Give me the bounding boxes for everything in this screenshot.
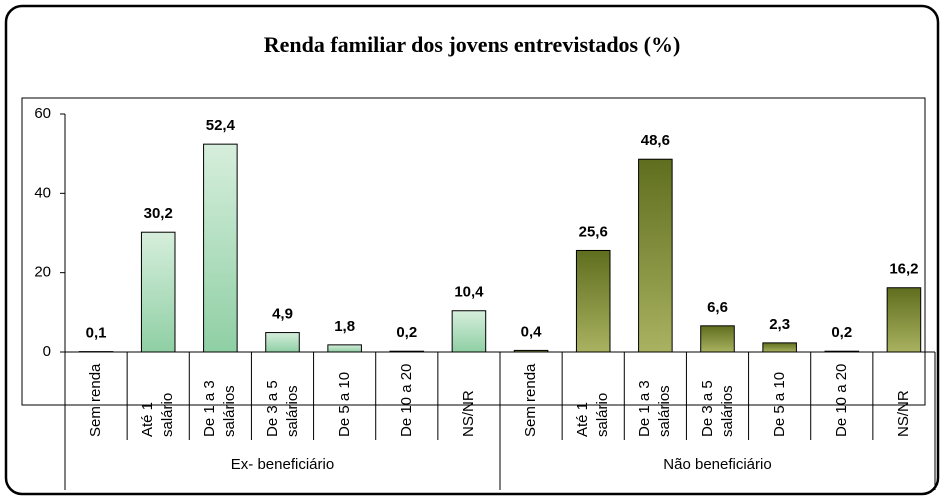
frame <box>4 4 940 496</box>
data-label: 25,6 <box>579 223 608 240</box>
bar <box>327 344 362 353</box>
bar <box>762 342 797 353</box>
x-tick-label: Sem renda <box>522 363 540 437</box>
bar <box>886 287 922 353</box>
x-tick-label: De 3 a 5 salários <box>698 380 736 437</box>
data-label: 52,4 <box>206 117 236 134</box>
chart-title: Renda familiar dos jovens entrevistados … <box>264 32 681 57</box>
x-tick-label: NS/NR <box>459 390 477 437</box>
data-label: 6,6 <box>707 299 728 316</box>
x-tick-label: NS/NR <box>894 390 912 437</box>
data-label: 2,3 <box>769 316 790 333</box>
data-label: 1,8 <box>334 318 355 335</box>
y-tick-label: 0 <box>43 343 51 360</box>
data-label: 0,4 <box>521 323 543 340</box>
data-label: 16,2 <box>889 261 918 278</box>
x-tick-label: Sem renda <box>87 363 105 437</box>
bar <box>575 249 611 353</box>
y-tick-label: 60 <box>34 105 51 122</box>
group-label: Não beneficiário <box>663 456 771 473</box>
y-tick-label: 40 <box>34 184 51 201</box>
x-tick-label: Até 1 salário <box>139 392 177 437</box>
bar <box>451 310 487 353</box>
y-tick-label: 20 <box>34 264 51 281</box>
x-tick-label: De 10 a 20 <box>397 363 415 437</box>
bar <box>389 350 425 353</box>
x-tick-label: De 10 a 20 <box>832 363 850 437</box>
data-label: 48,6 <box>641 132 670 149</box>
x-tick-label: De 1 a 3 salários <box>636 380 674 437</box>
x-tick-label: Até 1 salário <box>574 392 612 437</box>
data-label: 30,2 <box>144 205 173 222</box>
data-label: 0,2 <box>831 324 852 341</box>
x-tick-label: De 1 a 3 salários <box>201 380 239 437</box>
x-tick-label: De 3 a 5 salários <box>263 380 301 437</box>
data-label: 0,1 <box>86 325 107 342</box>
bar <box>824 350 860 353</box>
group-label: Ex- beneficiário <box>231 456 334 473</box>
data-label: 10,4 <box>454 284 484 301</box>
bar <box>638 158 673 353</box>
plot-frame <box>21 97 926 406</box>
x-tick-label: De 5 a 10 <box>335 371 353 437</box>
bar <box>203 143 238 353</box>
bar <box>513 349 549 353</box>
x-tick-label: De 5 a 10 <box>770 371 788 437</box>
bar <box>700 325 735 353</box>
data-label: 4,9 <box>272 306 293 323</box>
bar <box>140 231 176 353</box>
data-label: 0,2 <box>396 324 417 341</box>
bar <box>265 332 300 353</box>
